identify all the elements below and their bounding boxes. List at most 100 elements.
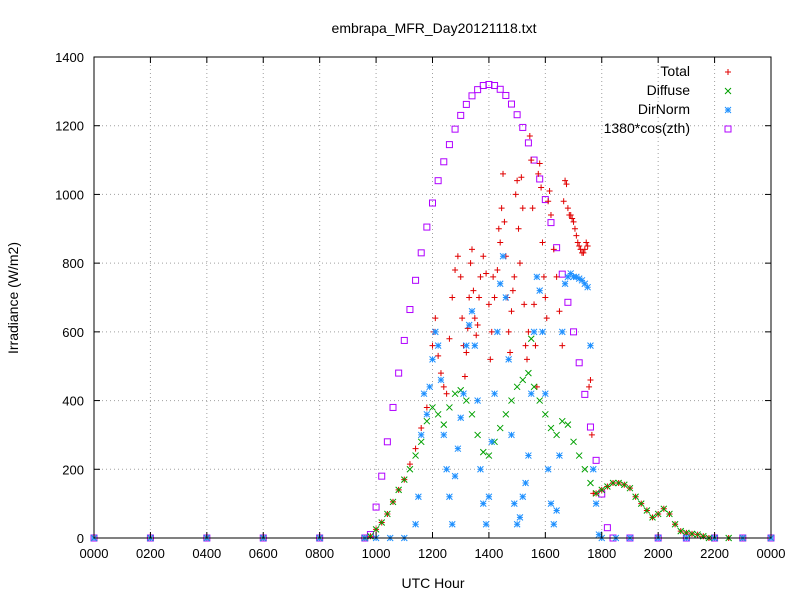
data-point bbox=[536, 175, 544, 183]
grid bbox=[94, 57, 771, 538]
data-point bbox=[558, 328, 566, 336]
data-point bbox=[513, 383, 521, 391]
data-point bbox=[406, 306, 414, 314]
data-point bbox=[570, 328, 578, 336]
data-point bbox=[604, 483, 611, 490]
data-point bbox=[437, 370, 444, 377]
data-point bbox=[465, 321, 473, 329]
data-point bbox=[490, 273, 497, 280]
data-point bbox=[671, 520, 679, 528]
data-point bbox=[544, 465, 552, 473]
data-point bbox=[525, 328, 532, 335]
data-point bbox=[519, 493, 527, 501]
data-point bbox=[581, 465, 589, 473]
data-point bbox=[533, 383, 540, 390]
data-point bbox=[536, 160, 543, 167]
data-point bbox=[423, 417, 431, 425]
data-point bbox=[573, 273, 580, 281]
x-tick-label: 1200 bbox=[418, 546, 447, 561]
data-point bbox=[581, 280, 589, 288]
data-point bbox=[494, 267, 501, 274]
data-point bbox=[694, 531, 702, 538]
data-point bbox=[440, 383, 447, 390]
data-point bbox=[580, 249, 587, 256]
data-point bbox=[429, 355, 436, 363]
data-point bbox=[412, 452, 419, 459]
y-tick-label: 800 bbox=[62, 256, 84, 271]
x-tick-label: 0200 bbox=[136, 546, 165, 561]
data-point bbox=[417, 438, 425, 446]
data-point bbox=[468, 92, 476, 100]
data-point bbox=[570, 438, 577, 446]
data-point bbox=[595, 531, 603, 538]
data-point bbox=[497, 239, 504, 246]
data-point bbox=[586, 423, 594, 431]
data-point bbox=[474, 397, 481, 404]
series-1380-cos-zth- bbox=[90, 80, 775, 542]
data-point bbox=[502, 91, 510, 99]
data-point bbox=[372, 503, 380, 511]
data-point bbox=[508, 397, 515, 404]
data-point bbox=[476, 294, 483, 301]
data-point bbox=[567, 212, 574, 219]
data-point bbox=[519, 123, 527, 131]
series-layer bbox=[90, 80, 775, 542]
data-point bbox=[466, 294, 473, 301]
data-point bbox=[483, 270, 490, 277]
data-point bbox=[389, 498, 397, 506]
data-point bbox=[485, 80, 493, 88]
data-point bbox=[508, 308, 515, 315]
data-point bbox=[452, 267, 459, 274]
y-tick-label: 600 bbox=[62, 325, 84, 340]
data-point bbox=[384, 510, 391, 518]
x-tick-label: 1600 bbox=[531, 546, 560, 561]
data-point bbox=[567, 270, 575, 277]
data-point bbox=[378, 472, 386, 480]
data-point bbox=[435, 352, 442, 359]
data-point bbox=[527, 335, 535, 343]
data-point bbox=[575, 359, 583, 367]
data-point bbox=[615, 479, 623, 487]
data-point bbox=[522, 479, 529, 487]
x-tick-label: 1800 bbox=[587, 546, 616, 561]
legend-marker bbox=[724, 106, 732, 114]
data-point bbox=[507, 349, 514, 356]
data-point bbox=[500, 170, 507, 177]
legend-label: DirNorm bbox=[638, 101, 690, 117]
data-point bbox=[446, 335, 453, 342]
data-point bbox=[429, 342, 436, 349]
data-point bbox=[471, 342, 479, 349]
data-point bbox=[487, 356, 494, 363]
data-point bbox=[440, 421, 448, 428]
data-point bbox=[632, 493, 639, 501]
data-point bbox=[454, 253, 461, 260]
data-point bbox=[547, 212, 554, 219]
data-point bbox=[587, 342, 594, 349]
data-point bbox=[423, 223, 431, 231]
data-point bbox=[586, 383, 593, 390]
data-point bbox=[400, 336, 408, 344]
data-point bbox=[406, 461, 413, 468]
data-point bbox=[513, 111, 521, 119]
data-point bbox=[474, 86, 482, 94]
data-point bbox=[496, 424, 504, 432]
data-point bbox=[473, 332, 480, 339]
data-point bbox=[519, 205, 526, 212]
data-point bbox=[643, 507, 651, 514]
data-point bbox=[460, 390, 467, 398]
data-point bbox=[446, 404, 453, 411]
data-point bbox=[468, 307, 476, 315]
data-point bbox=[530, 328, 538, 336]
data-point bbox=[516, 260, 523, 267]
data-point bbox=[562, 177, 569, 184]
data-point bbox=[553, 431, 560, 439]
data-point bbox=[491, 294, 498, 301]
data-point bbox=[513, 520, 521, 528]
data-point bbox=[505, 328, 512, 335]
data-point bbox=[535, 170, 542, 177]
data-point bbox=[564, 298, 572, 306]
legend-label: Total bbox=[660, 63, 690, 79]
data-point bbox=[485, 301, 492, 308]
legend-label: 1380*cos(zth) bbox=[604, 120, 690, 136]
data-point bbox=[474, 431, 481, 439]
